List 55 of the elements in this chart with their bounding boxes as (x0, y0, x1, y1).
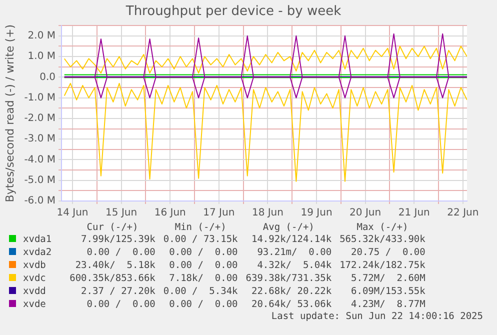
x-tick-label: 16 Jun (154, 208, 186, 219)
x-tick-label: 22 Jun (447, 208, 479, 219)
text: 0.00 / 0.00 (168, 259, 239, 272)
text: 0.00 / 0.00 (86, 246, 156, 259)
legend-label: xvda2 (22, 246, 53, 259)
x-tick-label: 19 Jun (300, 208, 332, 219)
legend-label: xvdd (22, 285, 47, 298)
text: 172.24k/182.75k (338, 259, 426, 272)
y-tick-label: 0.0 (40, 72, 56, 83)
y-axis-title: Bytes/second read (-) / write (+) (3, 24, 16, 202)
y-tick-label: 2.0 M (28, 30, 56, 42)
text: 565.32k/433.90k (338, 233, 426, 246)
text: 6.09M/153.55k (350, 285, 426, 298)
text: Last update: Sun Jun 22 14:00:16 2025 (270, 311, 484, 322)
legend-label: xvdc (22, 272, 47, 285)
legend-label: xvda1 (22, 233, 53, 246)
x-tick-label: 18 Jun (252, 208, 284, 219)
text: Cur (-/+) (86, 222, 140, 233)
legend-label: xvde (22, 298, 47, 311)
text: 0.00 / 0.00 (86, 298, 156, 311)
legend-label: xvdb (22, 259, 47, 272)
x-tick-label: 20 Jun (350, 208, 382, 219)
text: 14.92k/124.14k (250, 233, 333, 246)
text: 0.00 / 5.34k (162, 285, 239, 298)
text: Min (-/+) (174, 222, 228, 233)
x-tick-label: 15 Jun (106, 208, 138, 219)
text: 5.72M/ 2.60M (350, 272, 426, 285)
text: 4.32k/ 5.04k (256, 259, 333, 272)
text: Avg (-/+) (262, 222, 316, 233)
text: 639.38k/731.35k (244, 272, 333, 285)
text: 22.68k/ 20.22k (250, 285, 333, 298)
x-tick-label: 21 Jun (398, 208, 430, 219)
text: 20.64k/ 53.06k (250, 298, 333, 311)
text: 600.35k/853.66k (68, 272, 156, 285)
text: 0.00 / 73.15k (162, 233, 239, 246)
x-tick-label: 14 Jun (56, 208, 88, 219)
text: 93.21m/ 0.00 (256, 246, 333, 259)
text: 4.23M/ 8.77M (350, 298, 426, 311)
text: 23.40k/ 5.18k (74, 259, 156, 272)
text: 7.18k/ 0.00 (168, 272, 239, 285)
y-tick-label: -2.0 M (24, 113, 56, 124)
y-tick-label: -6.0 M (24, 196, 56, 207)
y-tick-label: 1.0 M (28, 51, 56, 62)
y-tick-label: -3.0 M (24, 134, 56, 145)
chart-title: Throughput per device - by week (124, 4, 342, 20)
text: Max (-/+) (356, 222, 410, 233)
text: 0.00 / 0.00 (168, 246, 239, 259)
x-tick-label: 17 Jun (203, 208, 235, 219)
text: 20.75 / 0.00 (350, 246, 426, 259)
y-tick-label: -1.0 M (24, 92, 56, 104)
text: 7.99k/125.39k (80, 233, 156, 246)
y-tick-label: -4.0 M (24, 154, 56, 166)
text: 0.00 / 0.00 (168, 298, 239, 311)
y-tick-label: -5.0 M (24, 174, 56, 186)
text: 2.37 / 27.20k (80, 285, 156, 298)
